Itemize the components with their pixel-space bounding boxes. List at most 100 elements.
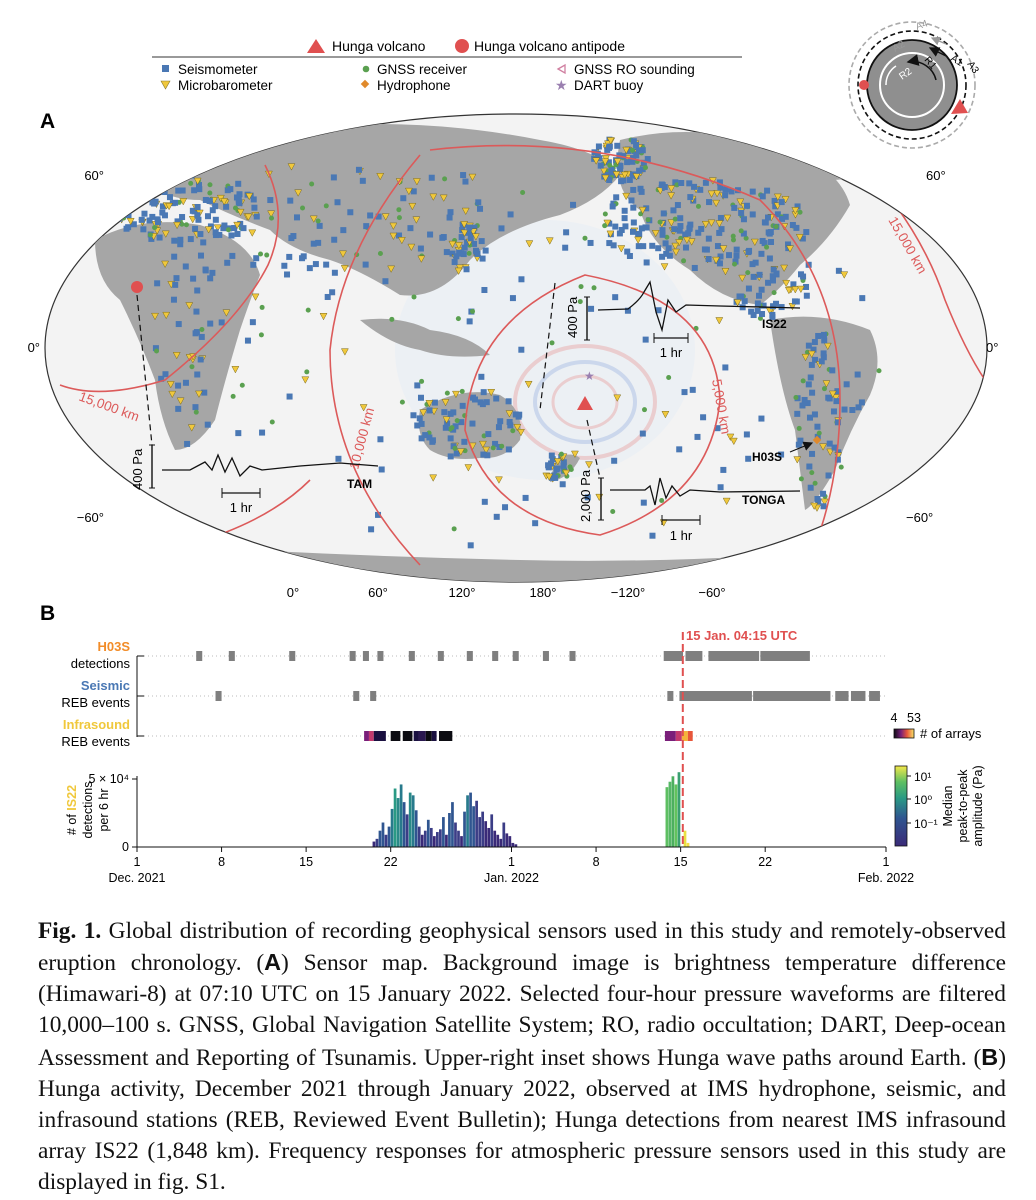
station-marker [582,235,588,241]
station-marker [624,307,631,314]
station-marker [417,255,426,263]
caption-s1: Global distribution of recording geophys… [38,918,1006,977]
station-marker [809,450,816,457]
station-marker [171,253,178,260]
station-marker [702,179,709,186]
station-marker [739,304,746,311]
station-marker [585,461,593,469]
histogram-bars [372,772,690,847]
caption-s2: ) Sensor map. Background image is bright… [38,950,1006,1071]
station-marker [597,162,604,169]
histogram-bar [472,806,475,847]
histogram-bar [674,784,678,847]
histogram-bar [384,834,388,847]
station-marker [202,266,209,273]
h03s-detection [760,651,810,661]
h03s-detection [377,651,384,661]
station-marker [630,155,637,162]
hist-ylabel-line1: # of IS22 [65,785,79,835]
infrasound-event [418,731,426,741]
station-marker [639,166,646,173]
station-marker [733,252,740,259]
station-marker [820,354,827,361]
seismic-event [835,691,849,701]
station-marker [670,207,677,214]
histogram-bar [460,836,463,847]
station-marker [141,210,148,217]
station-marker [418,420,425,427]
figure-1: Hunga volcano Hunga volcano antipode Sei… [28,18,999,885]
station-marker [722,497,731,506]
station-marker [286,393,293,400]
station-marker [269,215,275,221]
station-marker [148,235,155,242]
is22-station: IS22 [762,317,787,331]
station-marker [643,205,650,212]
station-marker [172,199,179,206]
legend-antipode: Hunga volcano antipode [474,38,625,54]
station-marker [677,223,684,230]
station-marker [363,223,370,230]
station-marker [794,410,801,417]
amp-tick-10-0: 10⁰ [914,793,932,807]
station-marker [454,242,463,250]
histogram-bar [451,802,454,847]
station-marker [752,259,759,266]
legend-dart: DART buoy [574,78,644,93]
station-marker [232,205,238,211]
lat-left-0: 0° [28,340,40,355]
station-marker [663,250,670,257]
station-marker [417,394,424,401]
station-marker [613,194,620,201]
station-marker [461,244,468,251]
station-marker [168,390,177,399]
station-marker [674,182,680,188]
station-marker [719,245,728,253]
station-marker [740,230,747,237]
station-marker [127,204,134,211]
station-marker [396,215,402,221]
station-marker [404,187,413,196]
station-marker [805,381,812,388]
histogram-bar [487,827,491,847]
station-marker [778,199,785,206]
station-marker [224,259,231,266]
station-marker [171,237,178,244]
station-marker [193,177,202,186]
h03s-detection [289,651,296,661]
x-tick-label: 22 [384,855,398,869]
station-marker [728,188,735,195]
inset-volcano-icon [951,99,968,114]
station-marker [765,279,772,286]
station-marker [644,156,651,163]
contour-10000 [329,144,841,581]
event-line-label: 15 Jan. 04:15 UTC [686,628,798,643]
infrasound-event [390,731,401,741]
station-marker [452,390,460,399]
station-marker [723,214,732,223]
station-marker [562,469,571,478]
histogram-bar [683,830,687,847]
station-marker [253,255,260,262]
is22-scale: 400 Pa [565,296,580,338]
station-marker [381,213,390,221]
station-marker [225,227,231,233]
histogram-bar [502,822,506,847]
amp-label-line2: peak-to-peak [956,769,970,843]
station-marker [803,283,810,290]
station-marker [154,219,161,226]
station-marker [595,143,602,150]
station-marker [829,367,836,374]
station-marker [799,235,806,242]
station-marker [442,416,451,424]
station-marker [616,230,623,237]
station-marker [629,147,635,153]
histogram-bar [463,811,466,847]
station-marker [259,429,266,436]
station-marker [691,183,698,190]
station-marker [560,462,567,469]
histogram-bar [372,841,376,847]
station-marker [633,152,640,159]
station-marker [250,196,257,203]
infrasound-event [425,731,432,741]
